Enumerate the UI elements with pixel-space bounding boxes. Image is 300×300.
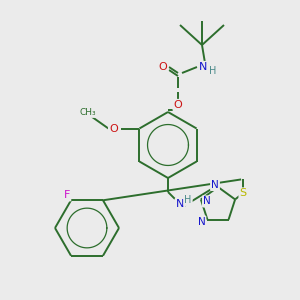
Text: CH₃: CH₃ <box>79 108 96 117</box>
Text: H: H <box>209 66 217 76</box>
Text: N: N <box>211 180 219 190</box>
Text: S: S <box>240 188 247 198</box>
Text: N: N <box>199 62 207 72</box>
Text: O: O <box>159 62 167 72</box>
Text: N: N <box>197 217 205 226</box>
Text: F: F <box>64 190 70 200</box>
Text: O: O <box>174 100 182 110</box>
Text: N: N <box>203 196 211 206</box>
Text: O: O <box>109 124 118 134</box>
Text: H: H <box>184 195 192 205</box>
Text: N: N <box>176 199 184 209</box>
